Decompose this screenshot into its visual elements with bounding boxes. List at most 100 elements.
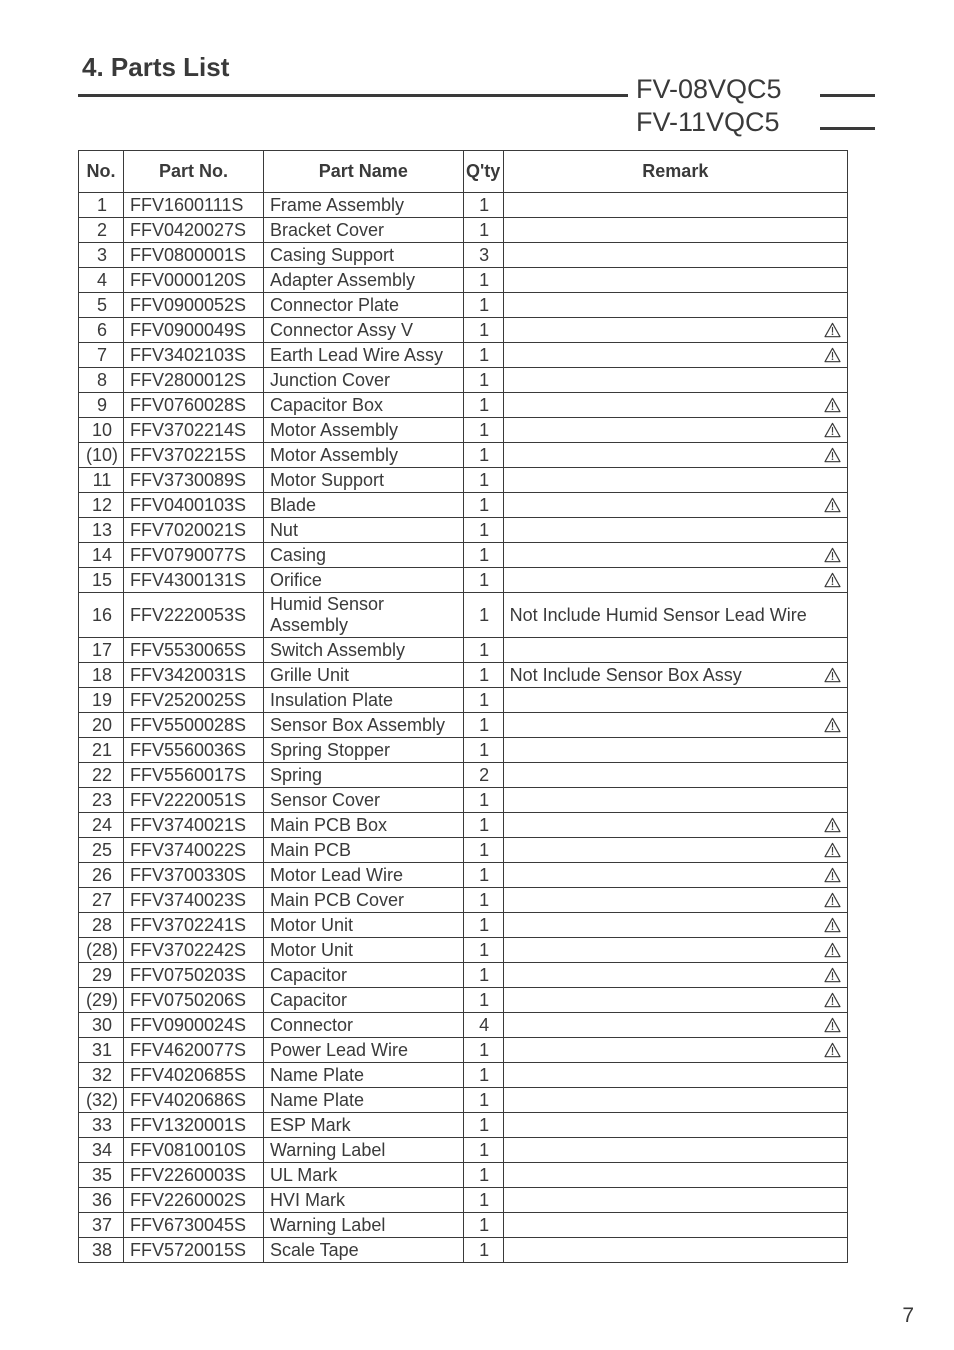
cell-remark	[503, 863, 847, 888]
remark-text: Not Include Sensor Box Assy	[510, 665, 742, 685]
table-row: 23FFV2220051SSensor Cover1	[79, 788, 848, 813]
cell-no: 21	[79, 738, 124, 763]
cell-remark	[503, 1038, 847, 1063]
cell-part-name: Motor Support	[263, 468, 463, 493]
model-number-1: FV-08VQC5	[636, 74, 782, 105]
cell-qty: 1	[463, 938, 503, 963]
cell-no: 16	[79, 593, 124, 638]
cell-qty: 4	[463, 1013, 503, 1038]
table-row: 1FFV1600111SFrame Assembly1	[79, 193, 848, 218]
cell-qty: 1	[463, 1238, 503, 1263]
cell-no: 13	[79, 518, 124, 543]
cell-qty: 1	[463, 963, 503, 988]
table-row: 5FFV0900052SConnector Plate1	[79, 293, 848, 318]
cell-qty: 1	[463, 738, 503, 763]
cell-no: 20	[79, 713, 124, 738]
cell-no: 10	[79, 418, 124, 443]
cell-part-no: FFV3740023S	[123, 888, 263, 913]
table-row: 26FFV3700330SMotor Lead Wire1	[79, 863, 848, 888]
cell-part-no: FFV0000120S	[123, 268, 263, 293]
cell-part-name: Motor Lead Wire	[263, 863, 463, 888]
table-row: 34FFV0810010SWarning Label1	[79, 1138, 848, 1163]
cell-no: 14	[79, 543, 124, 568]
cell-qty: 1	[463, 863, 503, 888]
cell-remark	[503, 913, 847, 938]
cell-part-name: Connector	[263, 1013, 463, 1038]
cell-qty: 1	[463, 193, 503, 218]
table-row: 20FFV5500028SSensor Box Assembly1	[79, 713, 848, 738]
table-row: 24FFV3740021SMain PCB Box1	[79, 813, 848, 838]
cell-part-name: Capacitor	[263, 963, 463, 988]
cell-part-name: Main PCB Box	[263, 813, 463, 838]
cell-part-name: Name Plate	[263, 1063, 463, 1088]
cell-no: 37	[79, 1213, 124, 1238]
title-rule-right-2	[820, 127, 875, 130]
cell-remark	[503, 938, 847, 963]
cell-remark	[503, 218, 847, 243]
cell-no: 33	[79, 1113, 124, 1138]
cell-no: 25	[79, 838, 124, 863]
table-row: 4FFV0000120SAdapter Assembly1	[79, 268, 848, 293]
cell-qty: 1	[463, 393, 503, 418]
cell-qty: 1	[463, 443, 503, 468]
cell-no: 4	[79, 268, 124, 293]
cell-qty: 1	[463, 913, 503, 938]
table-row: 29FFV0750203SCapacitor1	[79, 963, 848, 988]
cell-no: 12	[79, 493, 124, 518]
cell-no: 18	[79, 663, 124, 688]
cell-remark	[503, 988, 847, 1013]
cell-qty: 1	[463, 593, 503, 638]
cell-no: 32	[79, 1063, 124, 1088]
cell-part-name: Power Lead Wire	[263, 1038, 463, 1063]
cell-part-name: Scale Tape	[263, 1238, 463, 1263]
cell-qty: 3	[463, 243, 503, 268]
cell-part-no: FFV3740021S	[123, 813, 263, 838]
cell-qty: 1	[463, 318, 503, 343]
cell-part-no: FFV2220051S	[123, 788, 263, 813]
cell-remark	[503, 963, 847, 988]
cell-qty: 1	[463, 1113, 503, 1138]
cell-no: 36	[79, 1188, 124, 1213]
cell-no: 3	[79, 243, 124, 268]
cell-qty: 1	[463, 838, 503, 863]
cell-no: 31	[79, 1038, 124, 1063]
cell-remark	[503, 343, 847, 368]
warning-icon	[824, 573, 841, 588]
cell-part-name: Sensor Cover	[263, 788, 463, 813]
cell-part-no: FFV3702241S	[123, 913, 263, 938]
cell-part-no: FFV2260003S	[123, 1163, 263, 1188]
cell-no: (28)	[79, 938, 124, 963]
cell-no: (10)	[79, 443, 124, 468]
table-row: 27FFV3740023SMain PCB Cover1	[79, 888, 848, 913]
cell-qty: 1	[463, 1163, 503, 1188]
cell-remark	[503, 518, 847, 543]
table-row: 35FFV2260003SUL Mark1	[79, 1163, 848, 1188]
cell-no: (29)	[79, 988, 124, 1013]
cell-qty: 1	[463, 268, 503, 293]
cell-qty: 1	[463, 663, 503, 688]
cell-no: 15	[79, 568, 124, 593]
cell-remark	[503, 443, 847, 468]
warning-icon	[824, 423, 841, 438]
cell-remark	[503, 1013, 847, 1038]
cell-part-no: FFV2260002S	[123, 1188, 263, 1213]
cell-part-no: FFV3702242S	[123, 938, 263, 963]
warning-icon	[824, 893, 841, 908]
table-row: 10FFV3702214SMotor Assembly1	[79, 418, 848, 443]
page-number: 7	[902, 1304, 914, 1328]
table-row: 14FFV0790077SCasing1	[79, 543, 848, 568]
cell-remark	[503, 1063, 847, 1088]
col-qty: Q'ty	[463, 151, 503, 193]
cell-remark	[503, 713, 847, 738]
cell-part-no: FFV3402103S	[123, 343, 263, 368]
cell-part-no: FFV5720015S	[123, 1238, 263, 1263]
warning-icon	[824, 668, 841, 683]
table-row: 6FFV0900049SConnector Assy V1	[79, 318, 848, 343]
cell-part-no: FFV4300131S	[123, 568, 263, 593]
cell-part-no: FFV3420031S	[123, 663, 263, 688]
cell-no: 28	[79, 913, 124, 938]
cell-no: 11	[79, 468, 124, 493]
cell-part-no: FFV3702214S	[123, 418, 263, 443]
warning-icon	[824, 498, 841, 513]
cell-remark	[503, 688, 847, 713]
